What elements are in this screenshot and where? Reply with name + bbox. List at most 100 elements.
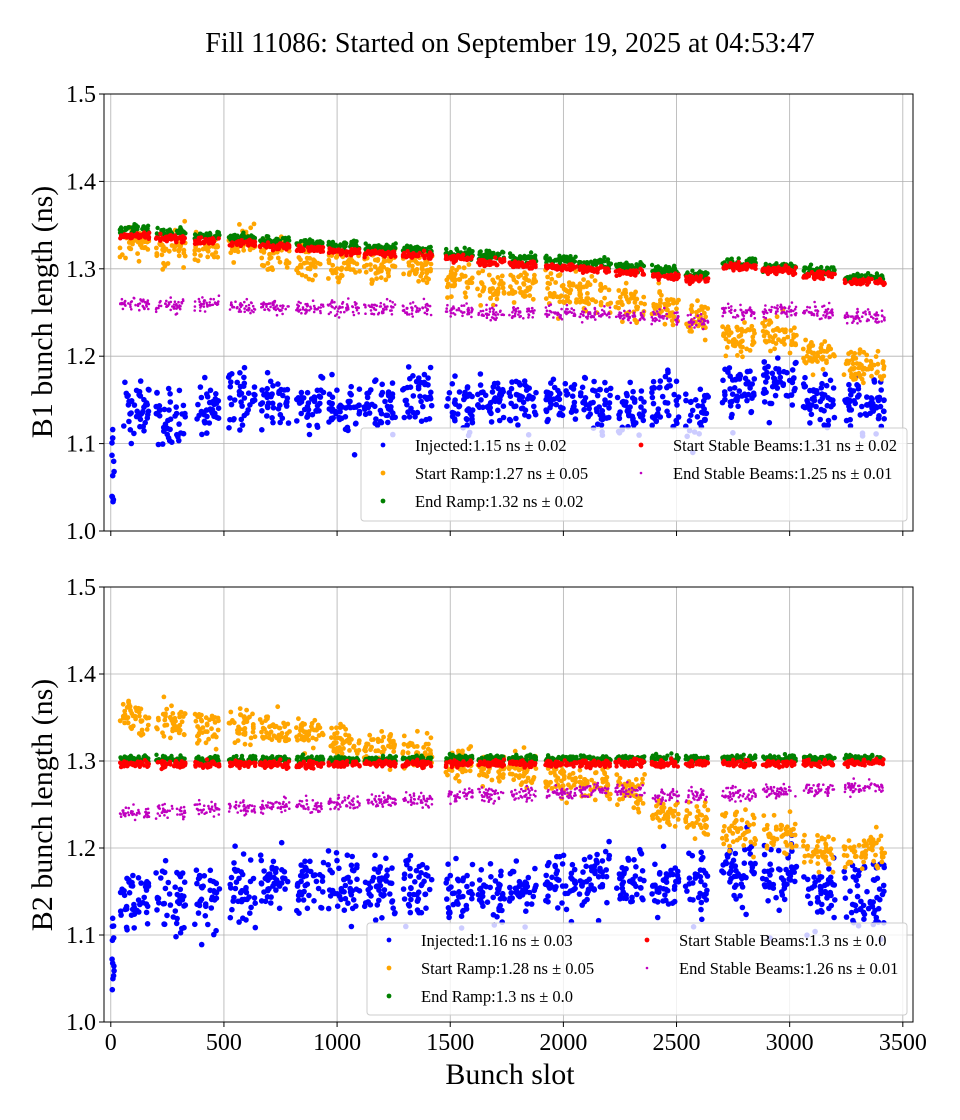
data-point: [139, 298, 142, 301]
data-point: [379, 305, 383, 308]
data-point: [143, 400, 150, 406]
data-point: [881, 397, 887, 403]
data-point: [279, 304, 282, 308]
data-point: [213, 391, 219, 397]
data-point: [128, 398, 134, 405]
data-point: [278, 839, 285, 846]
data-point: [348, 923, 355, 930]
data-point: [749, 381, 755, 387]
data-point: [306, 892, 312, 899]
data-point: [729, 411, 735, 418]
data-point: [295, 880, 301, 887]
data-point: [698, 409, 705, 416]
data-point: [198, 241, 203, 246]
data-point: [651, 385, 658, 391]
data-point: [734, 393, 740, 400]
data-point: [166, 891, 173, 897]
data-point: [298, 243, 303, 249]
data-point: [266, 234, 271, 239]
data-point: [306, 246, 311, 251]
data-point: [810, 313, 814, 317]
data-point: [522, 317, 525, 320]
data-point: [571, 399, 578, 406]
data-point: [205, 301, 208, 305]
data-point: [608, 306, 612, 309]
data-point: [456, 277, 462, 282]
data-point: [137, 901, 143, 908]
data-point: [231, 306, 234, 309]
data-point: [693, 277, 699, 282]
data-point: [143, 909, 150, 916]
legend-marker: [380, 470, 386, 476]
data-point: [861, 380, 866, 386]
data-point: [414, 253, 419, 259]
data-point: [132, 222, 137, 227]
data-point: [543, 396, 549, 403]
data-point: [512, 306, 515, 310]
data-point: [875, 348, 881, 354]
data-point: [275, 304, 279, 307]
data-point: [379, 301, 383, 305]
data-point: [428, 402, 435, 409]
data-point: [464, 384, 471, 390]
data-point: [508, 284, 513, 290]
data-point: [556, 313, 559, 317]
data-point: [527, 293, 533, 298]
data-point: [123, 299, 127, 303]
data-point: [865, 282, 870, 287]
data-point: [213, 895, 220, 901]
data-point: [810, 372, 816, 378]
data-point: [159, 304, 163, 308]
data-point: [489, 389, 496, 395]
data-point: [824, 316, 827, 319]
data-point: [337, 316, 341, 319]
data-point: [345, 900, 351, 906]
data-point: [806, 401, 812, 408]
data-point: [347, 404, 354, 411]
data-point: [203, 310, 207, 313]
data-point: [175, 302, 178, 306]
data-point: [452, 417, 458, 424]
data-point: [248, 307, 251, 310]
data-point: [513, 378, 519, 385]
data-point: [629, 321, 632, 325]
data-point: [723, 353, 729, 359]
data-point: [388, 299, 392, 303]
data-point: [375, 251, 380, 256]
data-point: [369, 281, 375, 286]
data-point: [177, 234, 183, 240]
data-point: [558, 316, 562, 320]
data-point: [663, 268, 668, 273]
data-point: [284, 386, 291, 393]
data-point: [238, 308, 241, 311]
data-point: [623, 309, 626, 313]
data-point: [320, 889, 326, 895]
data-point: [602, 401, 608, 408]
data-point: [521, 263, 526, 268]
data-point: [385, 419, 391, 426]
data-point: [169, 243, 175, 248]
data-point: [658, 319, 661, 323]
data-point: [500, 249, 505, 254]
data-point: [348, 383, 355, 390]
data-point: [354, 876, 360, 883]
data-point: [527, 285, 533, 290]
data-point: [613, 269, 618, 274]
data-point: [301, 306, 305, 309]
data-point: [789, 310, 793, 313]
data-point: [275, 406, 282, 412]
data-point: [613, 262, 619, 267]
data-point: [673, 417, 679, 424]
data-point: [170, 914, 177, 920]
data-point: [129, 300, 133, 304]
data-point: [449, 311, 453, 315]
data-point: [378, 410, 385, 417]
data-point: [237, 222, 242, 227]
data-point: [342, 414, 349, 420]
data-point: [202, 374, 208, 381]
data-point: [774, 314, 780, 320]
data-point: [173, 300, 177, 304]
data-point: [275, 255, 281, 261]
data-point: [336, 404, 342, 411]
data-point: [544, 306, 548, 309]
